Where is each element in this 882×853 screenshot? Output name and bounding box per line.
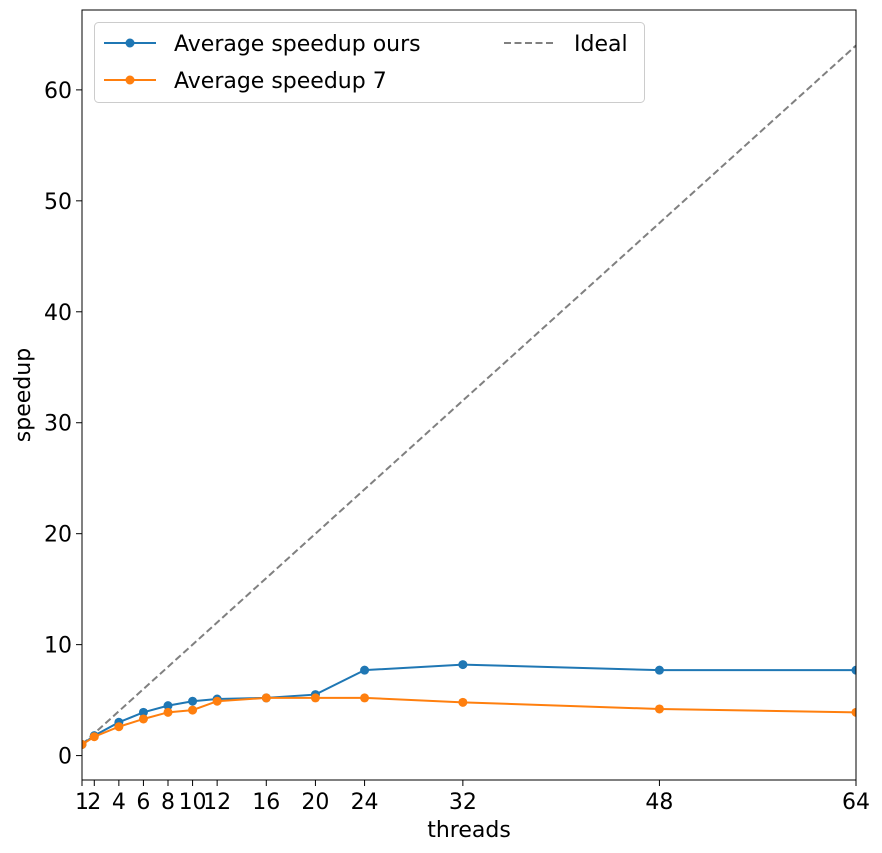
series-point <box>138 707 148 717</box>
series-point <box>212 696 222 706</box>
series-point <box>458 660 468 670</box>
y-axis: 0 10 20 30 40 50 60 <box>44 79 82 770</box>
x-tick-label: 10 <box>179 790 207 815</box>
series-point <box>163 707 173 717</box>
series-point <box>89 732 99 742</box>
x-tick-label: 6 <box>136 790 150 815</box>
legend-label: Ideal <box>574 32 628 57</box>
x-tick-label: 12 <box>203 790 231 815</box>
series-point <box>360 693 370 703</box>
series-point <box>458 697 468 707</box>
series-point <box>138 714 148 724</box>
legend-marker <box>125 38 135 48</box>
y-tick-label: 40 <box>44 301 72 326</box>
x-tick-label: 20 <box>301 790 329 815</box>
x-tick-label: 64 <box>842 790 870 815</box>
x-tick-label: 16 <box>252 790 280 815</box>
series-line <box>82 44 856 746</box>
x-tick-label: 24 <box>351 790 379 815</box>
x-tick-label: 8 <box>161 790 175 815</box>
series-point <box>360 665 370 675</box>
y-axis-title: speedup <box>11 348 36 442</box>
x-tick-label: 2 <box>87 790 101 815</box>
series-point <box>114 722 124 732</box>
y-tick-label: 50 <box>44 190 72 215</box>
series-point <box>261 693 271 703</box>
legend-label: Average speedup ours <box>174 32 421 57</box>
series-point <box>654 704 664 714</box>
series-point <box>654 665 664 675</box>
x-axis-title: threads <box>427 818 511 843</box>
legend-label: Average speedup 7 <box>174 69 387 94</box>
plot-frame <box>81 9 857 781</box>
x-tick-label: 1 <box>75 790 89 815</box>
y-tick-label: 0 <box>58 745 72 770</box>
series-point <box>310 693 320 703</box>
y-tick-label: 20 <box>44 523 72 548</box>
series-point <box>188 696 198 706</box>
x-tick-label: 32 <box>449 790 477 815</box>
x-tick-label: 4 <box>112 790 126 815</box>
legend: Average speedup ours Average speedup 7 Ide… <box>94 22 645 103</box>
legend-marker <box>125 75 135 85</box>
plot-area <box>82 44 856 749</box>
series-point <box>851 707 856 717</box>
y-tick-label: 30 <box>44 412 72 437</box>
y-tick-label: 10 <box>44 634 72 659</box>
x-tick-label: 48 <box>645 790 673 815</box>
series-point <box>82 739 87 749</box>
series-point <box>188 705 198 715</box>
series-point <box>163 701 173 711</box>
y-tick-label: 60 <box>44 79 72 104</box>
series-point <box>851 665 856 675</box>
